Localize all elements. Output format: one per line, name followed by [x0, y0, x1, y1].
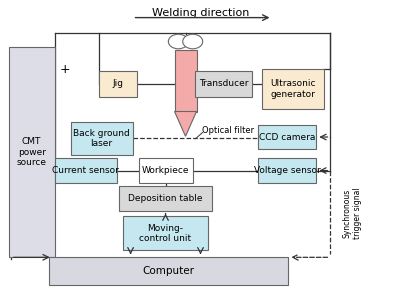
Text: Moving-
control unit: Moving- control unit [140, 224, 192, 243]
Circle shape [168, 34, 188, 49]
FancyBboxPatch shape [194, 71, 253, 97]
FancyBboxPatch shape [49, 257, 288, 285]
FancyBboxPatch shape [258, 125, 316, 149]
Text: Jig: Jig [112, 79, 123, 88]
Text: CMT
power
source: CMT power source [17, 137, 47, 167]
FancyBboxPatch shape [262, 69, 324, 109]
Text: Workpiece: Workpiece [142, 166, 189, 175]
Text: Synchronous
trigger signal: Synchronous trigger signal [342, 188, 362, 239]
FancyBboxPatch shape [174, 50, 196, 112]
Text: Deposition table: Deposition table [128, 194, 203, 203]
Text: Back ground
laser: Back ground laser [73, 129, 130, 148]
FancyBboxPatch shape [119, 186, 213, 211]
FancyBboxPatch shape [71, 122, 133, 155]
Text: CCD camera: CCD camera [259, 132, 316, 142]
Text: Welding direction: Welding direction [152, 8, 249, 18]
Text: Current sensor: Current sensor [52, 166, 119, 175]
Text: Computer: Computer [142, 266, 194, 276]
FancyBboxPatch shape [139, 158, 192, 183]
Circle shape [183, 34, 203, 49]
Text: Optical filter: Optical filter [203, 126, 255, 135]
FancyBboxPatch shape [258, 158, 316, 183]
FancyBboxPatch shape [9, 47, 55, 257]
Text: Voltage sensor: Voltage sensor [254, 166, 321, 175]
Polygon shape [174, 112, 196, 136]
FancyBboxPatch shape [99, 71, 137, 97]
Text: Transducer: Transducer [199, 79, 248, 88]
FancyBboxPatch shape [55, 158, 117, 183]
Text: +: + [59, 63, 70, 76]
FancyBboxPatch shape [123, 217, 209, 250]
Text: Ultrasonic
generator: Ultrasonic generator [271, 79, 316, 99]
